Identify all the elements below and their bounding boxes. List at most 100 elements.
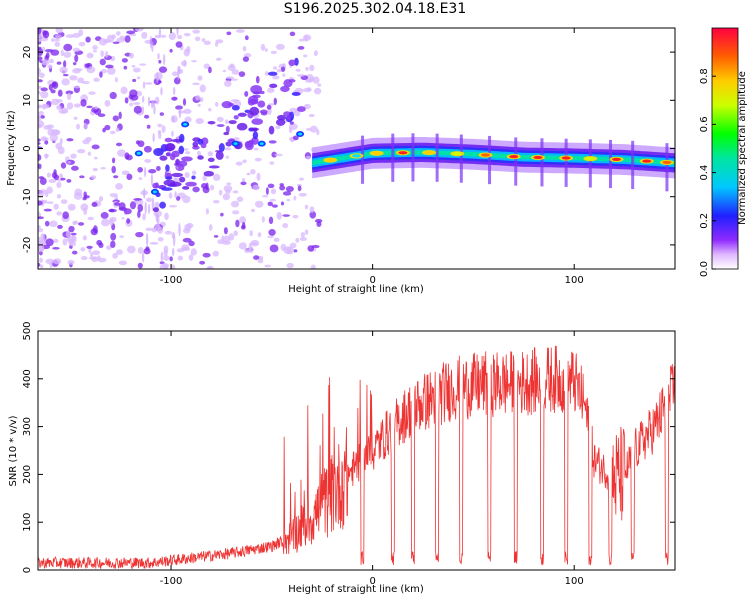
- noise-blob: [111, 165, 116, 174]
- noise-blob: [183, 48, 190, 57]
- noise-blob: [218, 189, 223, 196]
- signal-blob: [207, 120, 216, 125]
- noise-blob: [109, 216, 117, 223]
- snr-y-tick-label: 200: [22, 465, 33, 484]
- signal-blob: [185, 181, 197, 187]
- signal-blob: [249, 127, 259, 132]
- noise-blob: [241, 177, 246, 183]
- noise-blob: [46, 201, 54, 204]
- noise-blob: [313, 50, 318, 57]
- colorbar-gradient: [711, 27, 739, 270]
- noise-blob: [54, 34, 62, 39]
- noise-blob: [195, 117, 204, 125]
- noise-blob: [252, 184, 260, 191]
- signal-blob: [165, 152, 171, 157]
- noise-blob: [38, 67, 42, 75]
- noise-blob: [251, 208, 255, 213]
- ridge-hotspot-core: [481, 153, 491, 157]
- noise-blob: [182, 148, 189, 151]
- noise-blob: [49, 220, 58, 228]
- noise-blob: [261, 194, 269, 198]
- noise-blob: [124, 97, 129, 104]
- spectrogram-y-label: Frequency (Hz): [6, 110, 17, 186]
- noise-blob: [316, 221, 322, 227]
- noise-blob: [105, 64, 114, 69]
- ridge-spike: [631, 140, 635, 190]
- ridge-hotspot-core: [424, 150, 434, 155]
- signal-blob: [154, 182, 159, 189]
- noise-blob: [157, 237, 164, 242]
- signal-blob: [244, 90, 249, 97]
- noise-blob: [214, 101, 219, 107]
- noise-blob: [222, 240, 231, 245]
- noise-blob: [172, 71, 178, 77]
- signal-blob: [164, 143, 176, 151]
- spectrogram-y-tick-label: -20: [22, 237, 33, 253]
- noise-blob: [303, 54, 308, 58]
- noise-blob: [38, 225, 41, 229]
- noise-blob: [62, 238, 68, 246]
- noise-blob: [56, 105, 62, 111]
- noise-blob: [58, 109, 68, 114]
- snr-y-tick-label: 300: [22, 417, 33, 436]
- noise-blob: [208, 66, 212, 74]
- ridge-hotspot-core: [642, 159, 652, 163]
- noise-blob: [38, 138, 41, 142]
- noise-blob: [208, 108, 212, 112]
- noise-blob: [208, 224, 213, 231]
- noise-blob: [297, 185, 302, 192]
- snr-content: [38, 345, 675, 570]
- noise-blob: [68, 225, 75, 233]
- snr-series-line: [38, 345, 675, 570]
- noise-blob: [289, 31, 296, 37]
- noise-streak: [152, 132, 155, 143]
- noise-streak: [156, 72, 159, 84]
- signal-peak-core: [183, 123, 188, 126]
- noise-blob: [304, 229, 309, 235]
- noise-blob: [106, 245, 112, 250]
- noise-blob: [51, 38, 55, 43]
- ridge-spike: [588, 139, 592, 188]
- ridge-hotspot-core: [612, 157, 622, 161]
- noise-blob: [138, 177, 143, 181]
- signal-blob: [251, 118, 264, 125]
- noise-blob: [299, 177, 304, 181]
- noise-blob: [118, 202, 126, 210]
- signal-blob: [257, 100, 266, 108]
- noise-blob: [309, 206, 315, 213]
- noise-blob: [39, 177, 47, 185]
- noise-blob: [170, 264, 176, 269]
- noise-blob: [286, 246, 295, 255]
- noise-blob: [82, 235, 87, 241]
- noise-blob: [233, 137, 240, 141]
- noise-blob: [212, 173, 221, 182]
- noise-streak: [150, 99, 154, 109]
- noise-blob: [195, 95, 201, 101]
- noise-blob: [154, 223, 161, 232]
- noise-blob: [199, 260, 206, 265]
- noise-blob: [282, 191, 292, 196]
- noise-blob: [212, 250, 220, 257]
- noise-blob: [74, 54, 79, 63]
- noise-blob: [131, 64, 136, 68]
- noise-blob: [90, 175, 97, 180]
- noise-blob: [38, 142, 41, 145]
- noise-blob: [104, 99, 111, 107]
- noise-blob: [230, 99, 240, 103]
- noise-blob: [296, 183, 302, 187]
- noise-blob: [188, 254, 194, 261]
- noise-blob: [249, 230, 253, 237]
- noise-blob: [282, 223, 289, 229]
- noise-blob: [121, 217, 125, 220]
- noise-blob: [268, 228, 276, 236]
- noise-blob: [47, 64, 53, 69]
- noise-streak: [142, 81, 146, 89]
- colorbar-ticks: 0.0 0.2 0.4 0.6 0.8: [699, 68, 716, 277]
- noise-blob: [39, 264, 44, 269]
- noise-blob: [75, 68, 83, 72]
- noise-blob: [295, 237, 300, 243]
- noise-blob: [78, 41, 86, 47]
- noise-blob: [264, 71, 269, 76]
- noise-blob: [97, 113, 106, 117]
- noise-blob: [317, 83, 322, 87]
